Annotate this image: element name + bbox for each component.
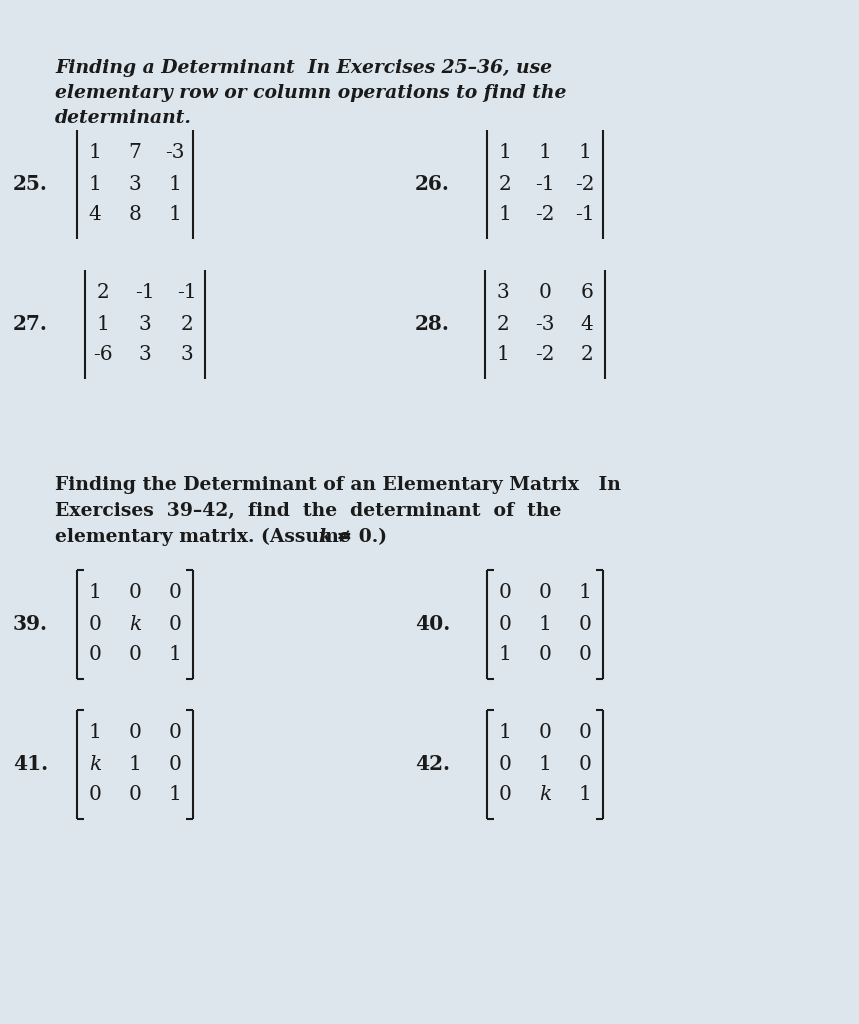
Text: 1: 1 <box>168 785 181 805</box>
Text: k: k <box>129 614 141 634</box>
Text: 1: 1 <box>498 206 511 224</box>
Text: 1: 1 <box>168 645 181 665</box>
Text: 0: 0 <box>168 584 181 602</box>
Text: 1: 1 <box>88 174 101 194</box>
Text: 2: 2 <box>180 314 193 334</box>
Text: 0: 0 <box>129 724 142 742</box>
Text: 1: 1 <box>96 314 109 334</box>
Text: 1: 1 <box>579 143 592 163</box>
Text: -3: -3 <box>165 143 185 163</box>
Text: 1: 1 <box>539 755 551 773</box>
Text: 1: 1 <box>88 584 101 602</box>
Text: 0: 0 <box>168 614 181 634</box>
Text: 25.: 25. <box>13 174 48 194</box>
Text: 1: 1 <box>498 724 511 742</box>
Text: 1: 1 <box>539 614 551 634</box>
Text: 1: 1 <box>579 785 592 805</box>
Text: Finding the Determinant of an Elementary Matrix   In: Finding the Determinant of an Elementary… <box>55 476 621 494</box>
Text: 3: 3 <box>129 174 142 194</box>
Text: -1: -1 <box>535 174 555 194</box>
Text: 0: 0 <box>88 785 101 805</box>
Text: 0: 0 <box>88 645 101 665</box>
Text: 1: 1 <box>168 206 181 224</box>
Text: 6: 6 <box>581 284 594 302</box>
Text: 8: 8 <box>129 206 142 224</box>
Text: 26.: 26. <box>415 174 450 194</box>
Text: 0: 0 <box>168 755 181 773</box>
Text: ≠ 0.): ≠ 0.) <box>330 528 387 546</box>
Text: 2: 2 <box>581 345 594 365</box>
Text: 0: 0 <box>498 755 511 773</box>
Text: 1: 1 <box>539 143 551 163</box>
Text: 1: 1 <box>129 755 142 773</box>
Text: 2: 2 <box>498 174 511 194</box>
Text: 2: 2 <box>497 314 509 334</box>
Text: 2: 2 <box>96 284 109 302</box>
Text: -6: -6 <box>93 345 113 365</box>
Text: determinant.: determinant. <box>55 109 192 127</box>
Text: 0: 0 <box>498 584 511 602</box>
Text: 0: 0 <box>498 785 511 805</box>
Text: 0: 0 <box>539 584 551 602</box>
Text: -1: -1 <box>576 206 594 224</box>
Text: 0: 0 <box>129 584 142 602</box>
Text: 0: 0 <box>168 724 181 742</box>
Text: Exercises  39–42,  find  the  determinant  of  the: Exercises 39–42, find the determinant of… <box>55 502 562 520</box>
Text: k: k <box>88 755 101 773</box>
Text: -1: -1 <box>177 284 197 302</box>
Text: 3: 3 <box>497 284 509 302</box>
Text: 41.: 41. <box>13 754 48 774</box>
Text: -2: -2 <box>535 345 555 365</box>
Text: 40.: 40. <box>415 614 450 634</box>
Text: 27.: 27. <box>13 314 48 334</box>
Text: 7: 7 <box>129 143 142 163</box>
Text: 3: 3 <box>138 314 151 334</box>
Text: 4: 4 <box>581 314 594 334</box>
Text: 3: 3 <box>180 345 193 365</box>
Text: 0: 0 <box>129 645 142 665</box>
Text: -1: -1 <box>135 284 155 302</box>
Text: -3: -3 <box>535 314 555 334</box>
Text: elementary matrix. (Assume: elementary matrix. (Assume <box>55 528 357 546</box>
Text: 4: 4 <box>88 206 101 224</box>
Text: elementary row or column operations to find the: elementary row or column operations to f… <box>55 84 566 102</box>
Text: Finding a Determinant  In Exercises 25–36, use: Finding a Determinant In Exercises 25–36… <box>55 59 552 77</box>
Text: -2: -2 <box>576 174 594 194</box>
Text: 0: 0 <box>129 785 142 805</box>
Text: 1: 1 <box>498 143 511 163</box>
Text: 1: 1 <box>498 645 511 665</box>
Text: 0: 0 <box>88 614 101 634</box>
Text: 0: 0 <box>539 284 551 302</box>
Text: 0: 0 <box>579 755 592 773</box>
Text: k: k <box>318 528 331 546</box>
Text: 1: 1 <box>579 584 592 602</box>
Text: 0: 0 <box>539 724 551 742</box>
Text: 0: 0 <box>579 614 592 634</box>
Text: 1: 1 <box>497 345 509 365</box>
Text: 28.: 28. <box>415 314 450 334</box>
Text: 0: 0 <box>579 724 592 742</box>
Text: 1: 1 <box>88 143 101 163</box>
Text: 1: 1 <box>88 724 101 742</box>
Text: k: k <box>539 785 551 805</box>
Text: 42.: 42. <box>415 754 450 774</box>
Text: 0: 0 <box>539 645 551 665</box>
Text: -2: -2 <box>535 206 555 224</box>
Text: 39.: 39. <box>13 614 48 634</box>
Text: 1: 1 <box>168 174 181 194</box>
Text: 3: 3 <box>138 345 151 365</box>
Text: 0: 0 <box>579 645 592 665</box>
Text: 0: 0 <box>498 614 511 634</box>
